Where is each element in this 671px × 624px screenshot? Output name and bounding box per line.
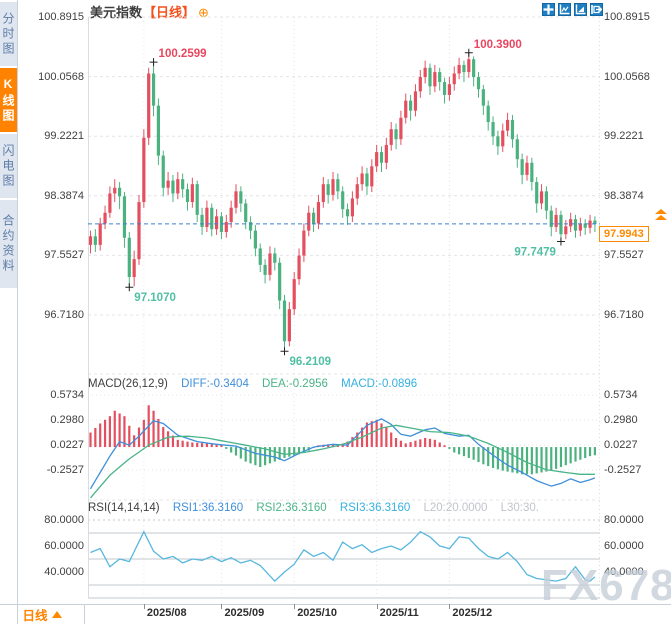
extreme-price-label: 96.2109: [290, 356, 332, 368]
price-axis-label: 99.2221: [44, 130, 84, 143]
macd-axis-label: -0.2527: [604, 464, 642, 476]
current-price-tag: 97.9943: [599, 225, 649, 242]
date-label: 2025/08: [146, 607, 187, 619]
macd-macd-value: MACD:-0.0896: [341, 378, 418, 390]
rsi-params: RSI(14,14,14): [88, 502, 160, 514]
rsi-label-row: RSI(14,14,14) RSI1:36.3160 RSI2:36.3160 …: [88, 502, 549, 514]
rsi-l30-value: L30:30.: [500, 502, 539, 514]
price-up-arrows-icon: [655, 208, 667, 221]
extreme-price-label: 100.3900: [474, 39, 522, 51]
rsi3-value: RSI3:36.3160: [339, 502, 411, 514]
price-axis-label: 100.0568: [38, 70, 84, 83]
sidebar-divider: [17, 0, 18, 624]
rsi-axis-label: 60.0000: [44, 540, 84, 552]
sidebar-tab-contract-info[interactable]: 合约资料: [0, 200, 17, 288]
macd-dea-value: DEA:-0.2956: [262, 378, 328, 390]
crosshair-icon[interactable]: [542, 3, 555, 16]
caret-up-icon: [51, 611, 62, 618]
date-label: 2025/11: [379, 607, 419, 619]
extreme-marker-icon: [149, 58, 158, 67]
price-axis-label: 96.7180: [44, 309, 84, 321]
extreme-marker-icon: [280, 347, 289, 356]
price-axis-label: 98.3874: [44, 189, 84, 202]
price-axis-label: 100.8915: [604, 11, 650, 23]
macd-axis-label: 0.0227: [50, 438, 84, 451]
period-selector[interactable]: 日线: [0, 605, 85, 624]
rsi-axis-label: 40.0000: [604, 566, 644, 578]
price-axis-label: 99.2221: [604, 130, 644, 143]
extreme-marker-icon: [125, 283, 134, 292]
macd-axis-label: 0.2980: [50, 414, 84, 426]
date-tick: [221, 604, 223, 609]
price-axis-label: 98.3874: [604, 189, 644, 202]
price-axis-label: 97.5527: [604, 249, 644, 262]
dea-line: [90, 424, 595, 499]
chart-canvas[interactable]: 100.2599 97.1070 96.2109 100.3900 97.7479: [88, 0, 600, 604]
date-tick: [294, 604, 296, 609]
diff-line: [89, 418, 596, 490]
bottom-divider: [0, 604, 671, 605]
date-tick: [376, 604, 378, 609]
period-selector-label: 日线: [22, 609, 48, 623]
zoom-x-axis-icon[interactable]: [558, 3, 571, 16]
date-label: 2025/09: [224, 607, 265, 619]
add-indicator-icon[interactable]: ⊕: [198, 5, 209, 20]
extreme-price-label: 100.2599: [159, 48, 207, 60]
price-axis-label: 100.8915: [38, 11, 84, 23]
candles: [88, 52, 597, 352]
extreme-marker-icon: [464, 48, 473, 57]
rsi-axis-label: 40.0000: [44, 566, 84, 578]
sidebar-tab-kline-chart[interactable]: K线图: [0, 68, 17, 132]
zoom-y-axis-icon[interactable]: [574, 3, 587, 16]
macd-axis-label: 0.5734: [604, 389, 638, 401]
chart-title: 美元指数【日线】 ⊕: [90, 2, 209, 21]
period-badge: 【日线】: [143, 5, 196, 20]
extreme-marker-icon: [556, 237, 565, 246]
rsi-line: [90, 530, 596, 583]
macd-label-row: MACD(26,12,9) DIFF:-0.3404 DEA:-0.2956 M…: [88, 378, 427, 390]
date-label: 2025/10: [297, 607, 337, 619]
price-axis-label: 100.0568: [604, 70, 650, 83]
price-axis-label: 97.5527: [44, 249, 84, 262]
date-tick: [143, 604, 145, 609]
extreme-price-label: 97.1070: [134, 292, 176, 304]
rsi1-value: RSI1:36.3160: [172, 502, 244, 514]
macd-axis-label: 0.0227: [604, 438, 638, 451]
pan-right-icon[interactable]: [590, 3, 603, 16]
rsi2-value: RSI2:36.3160: [256, 502, 327, 514]
price-axis-label: 96.7180: [604, 309, 644, 321]
chart-toolbar: [542, 3, 603, 16]
date-label: 2025/12: [452, 607, 493, 619]
sidebar-tab-time-chart[interactable]: 分时图: [0, 2, 17, 66]
symbol-name: 美元指数: [90, 5, 143, 20]
macd-axis-label: -0.2527: [46, 464, 84, 476]
rsi-l20-value: L20:20.0000: [423, 502, 488, 514]
macd-histogram: [89, 405, 596, 475]
rsi-axis-label: 80.0000: [44, 514, 84, 526]
macd-axis-label: 0.5734: [50, 389, 84, 401]
date-tick: [449, 604, 451, 609]
macd-axis-label: 0.2980: [604, 414, 638, 426]
macd-params: MACD(26,12,9): [88, 378, 168, 390]
rsi-axis-label: 80.0000: [604, 514, 644, 526]
extreme-price-label: 97.7479: [514, 246, 556, 258]
sidebar-tab-flash-chart[interactable]: 闪电图: [0, 134, 17, 198]
macd-diff-value: DIFF:-0.3404: [181, 378, 249, 390]
rsi-axis-label: 60.0000: [604, 540, 644, 552]
